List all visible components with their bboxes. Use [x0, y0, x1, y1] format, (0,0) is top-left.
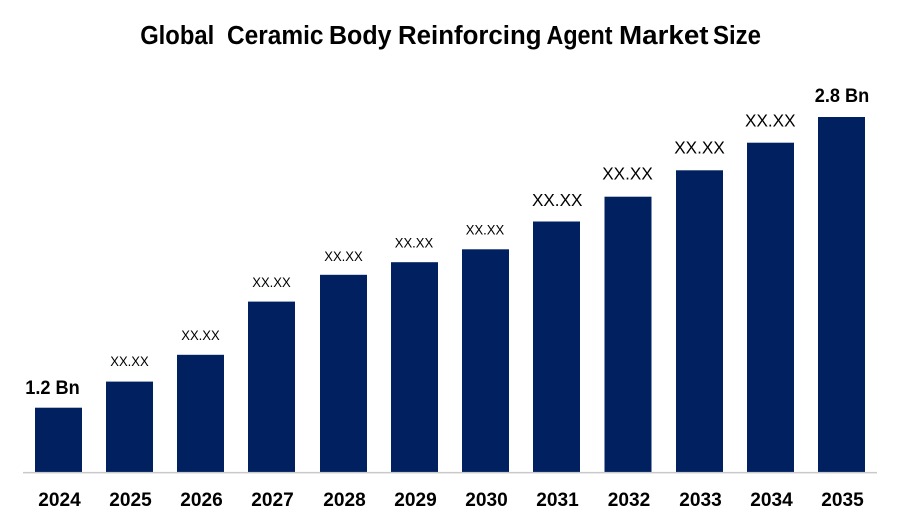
- svg-text:XX.XX: XX.XX: [324, 249, 363, 264]
- svg-text:Ceramic: Ceramic: [227, 22, 324, 50]
- svg-text:XX.XX: XX.XX: [395, 236, 434, 251]
- svg-text:Global: Global: [140, 22, 214, 50]
- svg-text:XX.XX: XX.XX: [181, 328, 220, 343]
- svg-text:2035: 2035: [821, 489, 864, 511]
- svg-text:2024: 2024: [38, 489, 81, 511]
- svg-text:1.2 Bn: 1.2 Bn: [25, 377, 80, 399]
- svg-text:2031: 2031: [536, 489, 579, 511]
- svg-text:XX.XX: XX.XX: [745, 111, 796, 131]
- svg-text:XX.XX: XX.XX: [674, 138, 725, 158]
- svg-text:Agent: Agent: [547, 22, 613, 50]
- svg-text:XX.XX: XX.XX: [110, 354, 149, 369]
- svg-text:2.8 Bn: 2.8 Bn: [815, 85, 870, 107]
- svg-text:Market: Market: [619, 22, 709, 50]
- svg-text:2032: 2032: [608, 489, 651, 511]
- svg-text:XX.XX: XX.XX: [466, 222, 505, 237]
- svg-text:2028: 2028: [323, 489, 366, 511]
- svg-text:Reinforcing: Reinforcing: [398, 22, 542, 50]
- svg-text:XX.XX: XX.XX: [252, 275, 291, 290]
- svg-text:Body: Body: [329, 22, 392, 50]
- svg-text:2034: 2034: [750, 489, 793, 511]
- svg-text:2030: 2030: [465, 489, 508, 511]
- svg-text:2033: 2033: [679, 489, 722, 511]
- svg-text:XX.XX: XX.XX: [532, 190, 583, 210]
- svg-text:2029: 2029: [394, 489, 437, 511]
- svg-text:2025: 2025: [109, 489, 152, 511]
- svg-text:2026: 2026: [180, 489, 223, 511]
- svg-text:XX.XX: XX.XX: [602, 164, 653, 184]
- svg-text:2027: 2027: [251, 489, 294, 511]
- svg-text:Size: Size: [713, 22, 761, 50]
